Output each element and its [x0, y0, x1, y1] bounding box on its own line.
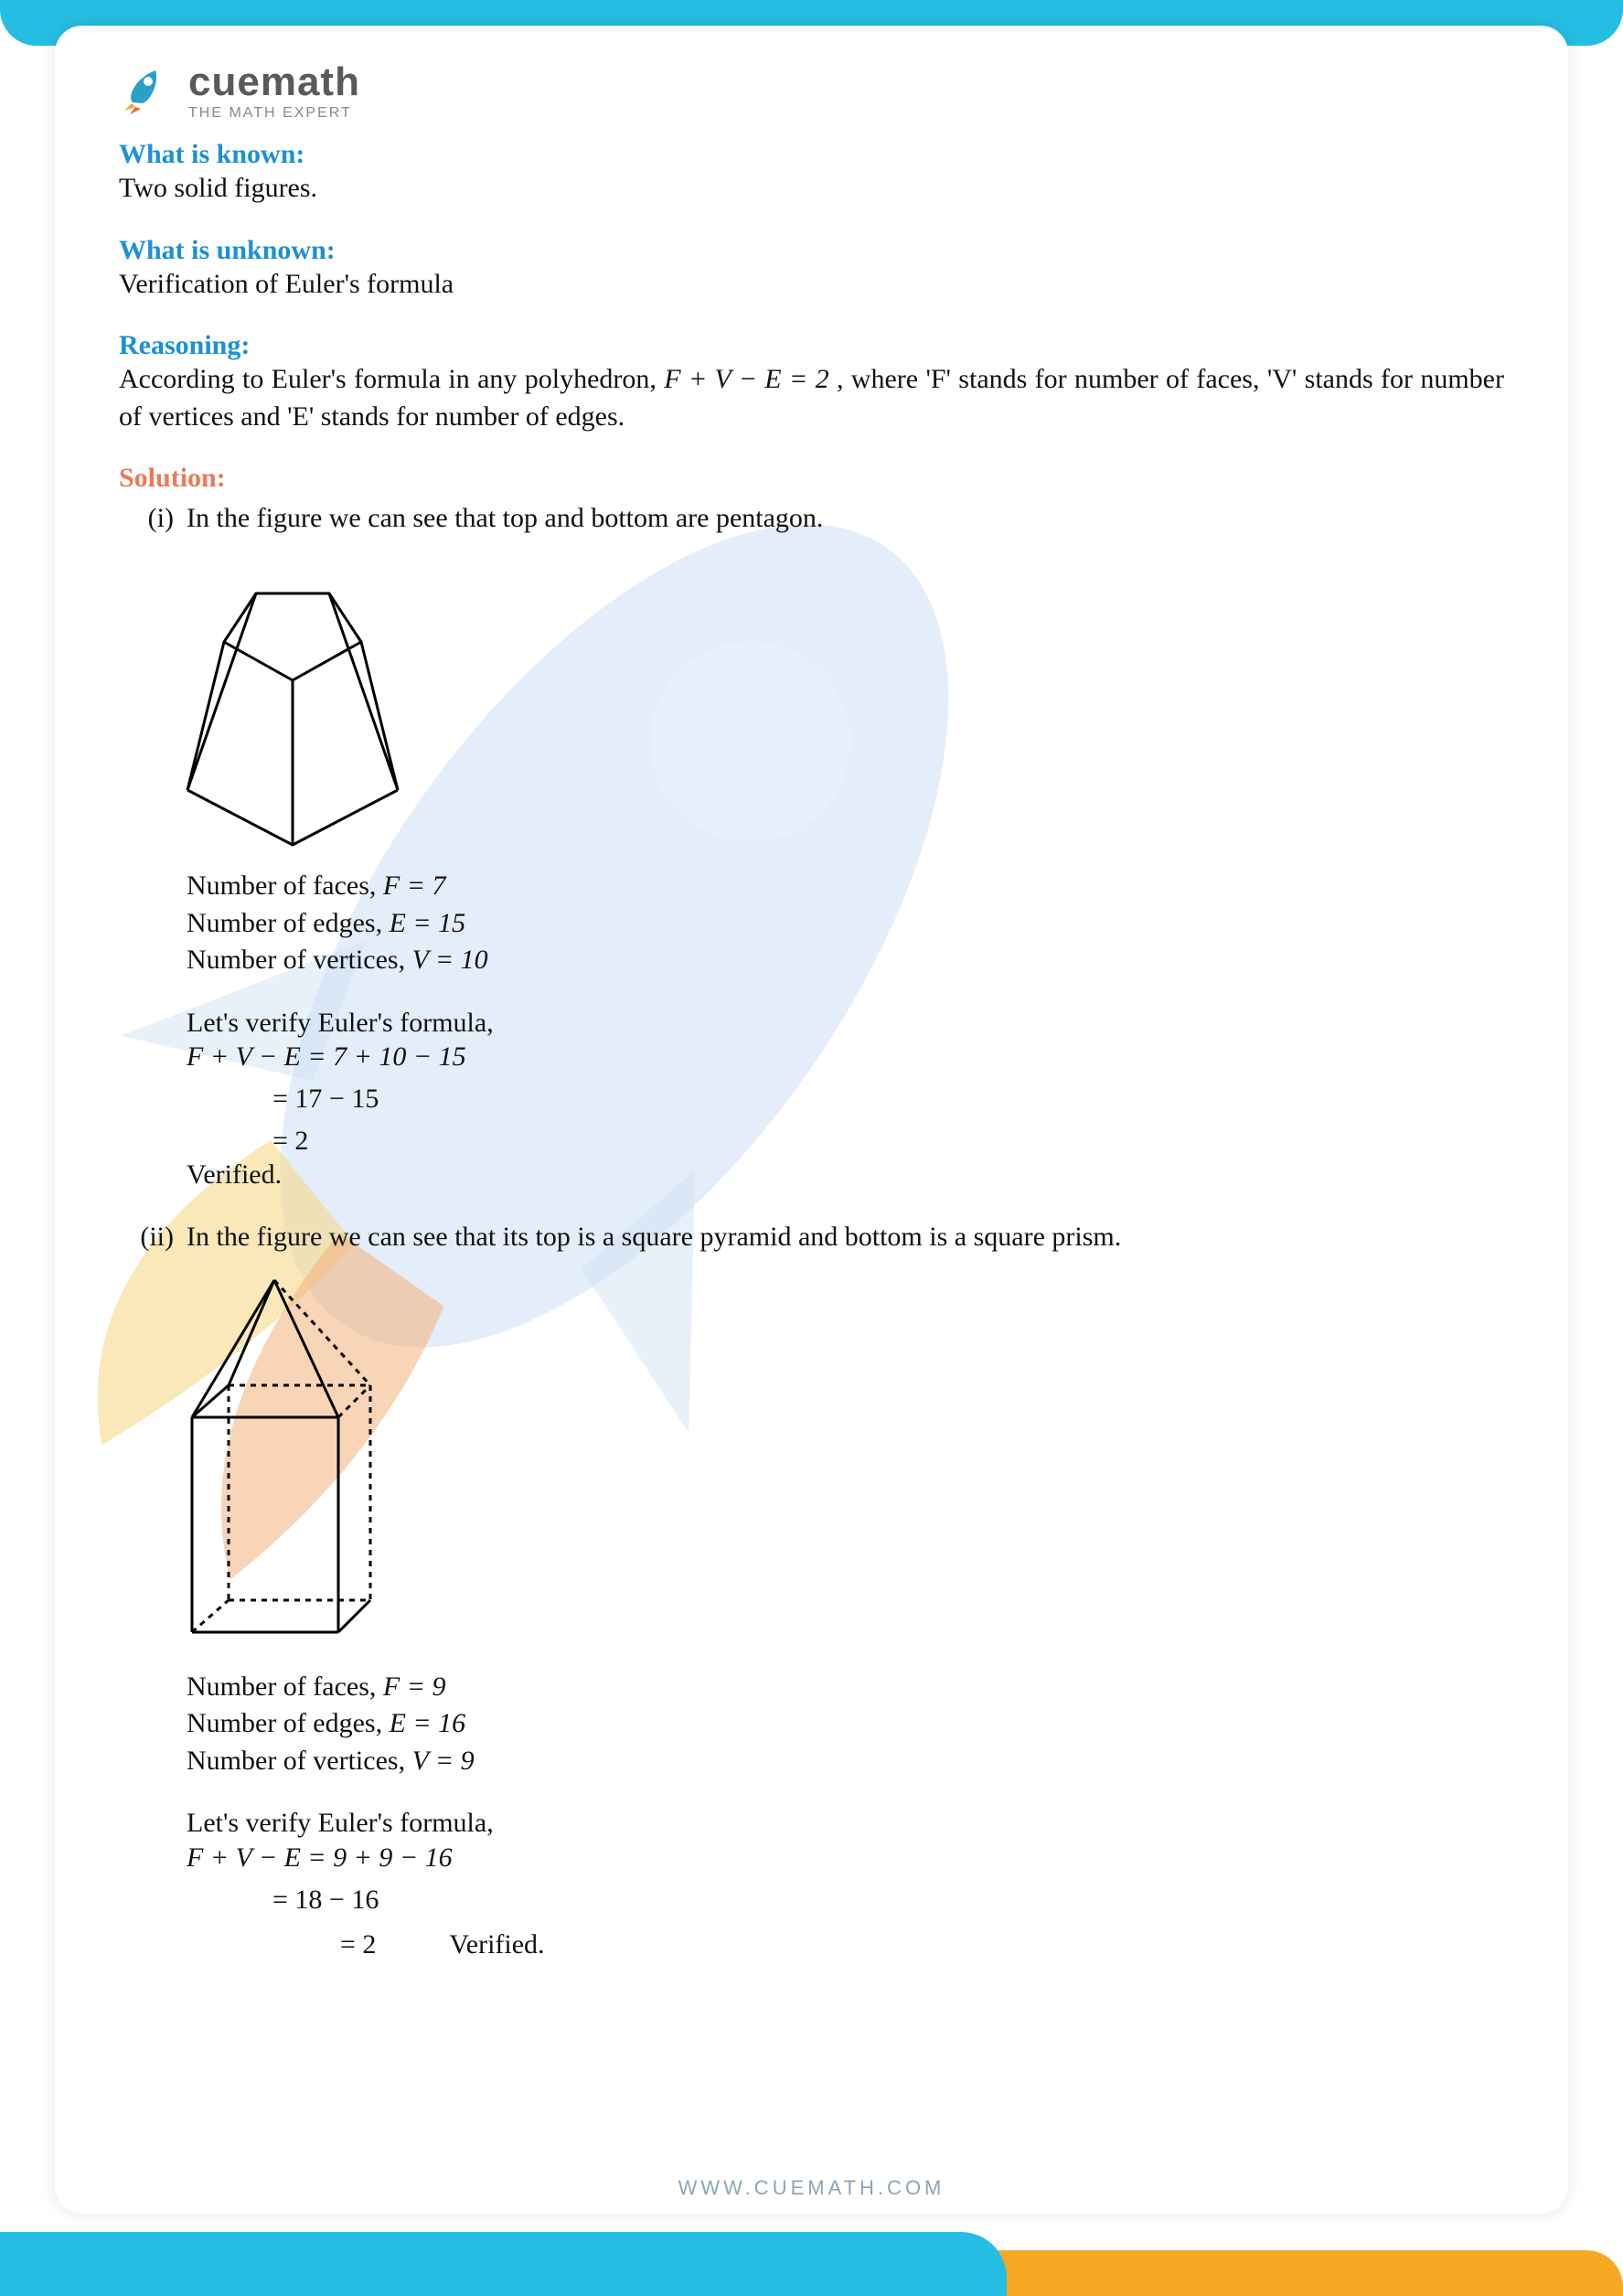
part-ii-calc3: = 2	[340, 1929, 376, 1960]
part-ii-final-row: = 2 Verified.	[187, 1927, 1504, 1964]
part-i-calc2: = 17 − 15	[272, 1084, 1504, 1115]
brand-title: cuemath	[188, 62, 360, 102]
part-ii-faces: Number of faces, F = 9	[187, 1669, 1504, 1706]
part-i-verts-label: Number of vertices,	[187, 945, 412, 975]
solution-part-i: (i) In the figure we can see that top an…	[119, 503, 1504, 534]
part-i-edges-val: E = 15	[390, 908, 466, 938]
part-i-verified: Verified.	[187, 1157, 1504, 1194]
heading-unknown: What is unknown:	[119, 235, 1504, 266]
part-ii-verify-intro: Let's verify Euler's formula,	[187, 1805, 1504, 1842]
part-i-verify-intro: Let's verify Euler's formula,	[187, 1005, 1504, 1042]
part-ii-faces-val: F = 9	[383, 1671, 446, 1702]
page-card: cuemath THE MATH EXPERT What is known: T…	[55, 26, 1568, 2214]
rocket-icon	[119, 63, 172, 121]
brand-subtitle: THE MATH EXPERT	[188, 106, 360, 121]
part-i-edges: Number of edges, E = 15	[187, 905, 1504, 943]
known-text: Two solid figures.	[119, 170, 1504, 208]
figure-square-prism-pyramid	[155, 1271, 1504, 1660]
part-ii-faces-label: Number of faces,	[187, 1671, 383, 1702]
part-i-verts-val: V = 10	[412, 945, 488, 975]
part-ii-intro: In the figure we can see that its top is…	[187, 1222, 1504, 1253]
part-ii-edges-val: E = 16	[390, 1708, 466, 1738]
reasoning-text: According to Euler's formula in any poly…	[119, 361, 1504, 435]
part-ii-calc2: = 18 − 16	[272, 1885, 1504, 1916]
heading-solution: Solution:	[119, 463, 1504, 494]
part-i-faces: Number of faces, F = 7	[187, 868, 1504, 905]
content-area: cuemath THE MATH EXPERT What is known: T…	[119, 62, 1504, 1963]
part-i-faces-val: F = 7	[383, 870, 446, 901]
reasoning-pre: According to Euler's formula in any poly…	[119, 364, 664, 394]
part-ii-verts: Number of vertices, V = 9	[187, 1743, 1504, 1780]
part-ii-verts-val: V = 9	[412, 1746, 475, 1776]
brand-logo: cuemath THE MATH EXPERT	[119, 62, 1504, 121]
part-i-num: (i)	[119, 503, 174, 534]
part-ii-num: (ii)	[119, 1222, 174, 1253]
part-i-edges-label: Number of edges,	[187, 908, 390, 938]
bottom-accent-teal	[0, 2232, 1007, 2296]
part-i-calc1: F + V − E = 7 + 10 − 15	[187, 1041, 1504, 1073]
part-ii-verts-label: Number of vertices,	[187, 1746, 412, 1776]
part-ii-edges: Number of edges, E = 16	[187, 1705, 1504, 1743]
footer-url: WWW.CUEMATH.COM	[55, 2176, 1568, 2200]
figure-pentagonal-frustum	[155, 552, 1504, 859]
part-ii-calc1: F + V − E = 9 + 9 − 16	[187, 1842, 1504, 1874]
solution-part-ii: (ii) In the figure we can see that its t…	[119, 1222, 1504, 1253]
part-i-faces-label: Number of faces,	[187, 870, 383, 901]
part-i-calc3: = 2	[272, 1126, 1504, 1157]
reasoning-formula: F + V − E = 2	[664, 364, 828, 394]
unknown-text: Verification of Euler's formula	[119, 266, 1504, 304]
part-i-intro: In the figure we can see that top and bo…	[187, 503, 1504, 534]
heading-known: What is known:	[119, 139, 1504, 170]
part-ii-verified: Verified.	[449, 1927, 544, 1964]
part-ii-edges-label: Number of edges,	[187, 1708, 390, 1738]
heading-reasoning: Reasoning:	[119, 330, 1504, 361]
part-i-verts: Number of vertices, V = 10	[187, 942, 1504, 979]
